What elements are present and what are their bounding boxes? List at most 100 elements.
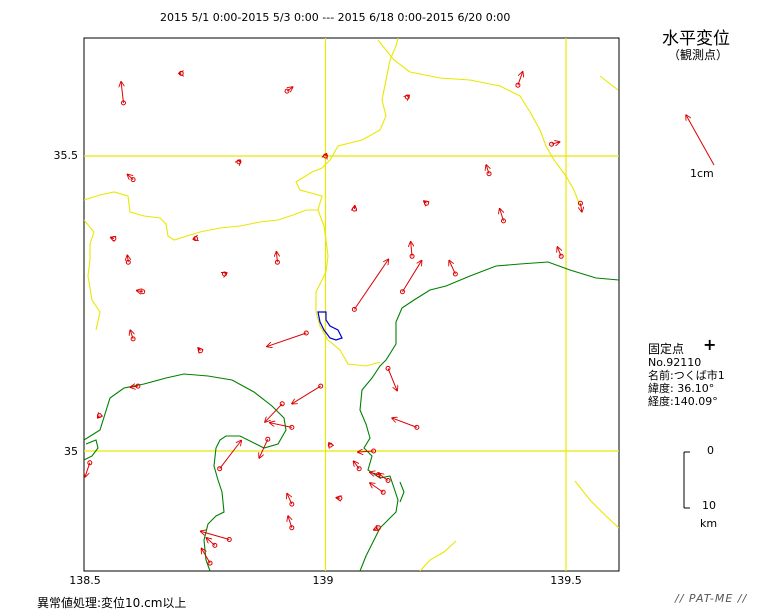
station-marker	[380, 489, 386, 495]
displacement-vectors	[85, 71, 582, 566]
prefecture-borders	[84, 38, 619, 571]
displacement-arrow	[130, 386, 138, 387]
km-scale-bar	[683, 451, 690, 509]
displacement-arrow	[136, 291, 143, 292]
station-marker	[279, 401, 285, 407]
displacement-arrow	[517, 72, 523, 86]
plot-frame	[83, 37, 620, 572]
displacement-arrow	[259, 438, 269, 458]
displacement-arrow	[353, 259, 388, 310]
station-marker	[130, 336, 136, 342]
station-marker	[318, 383, 324, 389]
displacement-arrow	[329, 443, 330, 445]
km-scale-unit: km	[700, 517, 718, 530]
station-marker	[217, 466, 223, 472]
displacement-arrow	[392, 418, 418, 428]
displacement-arrow	[239, 160, 240, 162]
displacement-arrow	[374, 528, 379, 530]
scale-label: 1cm	[690, 167, 714, 180]
fixed-point-title: 固定点	[648, 342, 685, 356]
station-marker	[289, 525, 295, 531]
displacement-arrow	[287, 493, 293, 505]
fixed-point-latitude: 緯度: 36.10°	[648, 382, 715, 395]
y-tick-label: 35	[64, 445, 78, 458]
station-marker	[351, 306, 357, 312]
pat-me-mark: // PAT-ME //	[675, 592, 748, 605]
y-tick-label: 35.5	[54, 149, 79, 162]
displacement-arrow	[193, 239, 195, 240]
fixed-point-longitude: 経度:140.09°	[648, 395, 718, 408]
displacement-arrow	[224, 273, 226, 274]
displacement-arrow	[201, 548, 211, 564]
displacement-arrow	[287, 87, 293, 91]
station-marker	[87, 460, 93, 466]
displacement-arrow	[110, 237, 113, 238]
displacement-arrow	[267, 332, 307, 347]
station-marker	[558, 253, 564, 259]
displacement-arrow	[130, 330, 133, 340]
station-marker	[414, 424, 420, 430]
station-marker	[385, 478, 391, 483]
scale-arrow	[686, 115, 715, 166]
displacement-arrow	[580, 203, 581, 212]
station-marker	[226, 537, 232, 542]
displacement-arrow	[336, 498, 340, 499]
period-header: 2015 5/1 0:00-2015 5/3 0:00 --- 2015 6/1…	[160, 11, 511, 24]
displacement-arrow	[500, 209, 504, 222]
station-marker	[486, 171, 492, 177]
station-marker	[207, 560, 213, 566]
outlier-note: 異常値処理:変位10.cm以上	[37, 596, 187, 610]
km-scale-ten: 10	[702, 499, 716, 512]
displacement-arrow	[85, 462, 91, 477]
station-marker	[549, 141, 555, 147]
displacement-arrow	[551, 142, 560, 144]
x-tick-label: 138.5	[69, 574, 101, 587]
displacement-arrow	[557, 247, 561, 257]
displacement-arrow	[358, 451, 374, 452]
displacement-arrow	[127, 174, 134, 179]
displacement-arrow	[402, 260, 421, 292]
fixed-point-number: No.92110	[648, 356, 702, 369]
displacement-arrow	[370, 472, 379, 474]
station-marker	[303, 330, 309, 336]
displacement-arrow	[127, 255, 128, 263]
displacement-arrow	[292, 385, 321, 404]
displacement-arrow	[276, 252, 277, 263]
x-tick-label: 139	[313, 574, 334, 587]
displacement-arrow	[353, 461, 360, 470]
displacement-arrow	[411, 242, 412, 257]
station-marker	[500, 218, 506, 224]
station-marker	[289, 501, 295, 507]
displacement-arrow	[265, 403, 283, 422]
displacement-arrow	[219, 440, 242, 470]
fixed-point-cross-icon: +	[703, 335, 717, 354]
map-subtitle: （観測点）	[668, 48, 729, 62]
station-marker	[356, 466, 362, 472]
displacement-arrow	[387, 368, 397, 390]
map-title: 水平変位	[662, 29, 730, 49]
displacement-arrow	[288, 516, 292, 528]
displacement-arrow	[270, 423, 292, 428]
displacement-arrow	[407, 95, 409, 97]
displacement-arrow	[121, 82, 123, 103]
station-marker	[385, 365, 391, 371]
station-marker	[265, 436, 271, 442]
displacement-arrow	[326, 154, 327, 156]
displacement-arrow	[98, 416, 100, 418]
km-scale-zero: 0	[707, 444, 714, 457]
displacement-arrow	[486, 165, 489, 174]
grid-lines	[84, 38, 619, 571]
displacement-arrow	[449, 260, 456, 275]
displacement-arrow	[198, 348, 200, 351]
displacement-arrow	[378, 473, 389, 481]
station-marker	[212, 542, 218, 548]
displacement-arrow	[206, 538, 216, 546]
displacement-arrow	[424, 201, 427, 203]
fixed-point-name: 名前:つくば市1	[648, 369, 725, 382]
x-tick-label: 139.5	[550, 574, 582, 587]
coastline	[84, 261, 619, 571]
lake-outline	[317, 311, 343, 341]
station-marker	[515, 82, 521, 88]
displacement-arrow	[370, 483, 384, 493]
